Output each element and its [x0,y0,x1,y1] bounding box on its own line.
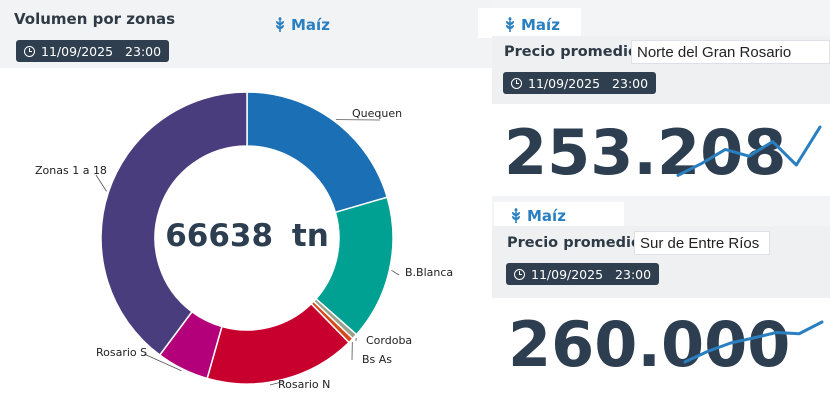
card2-label: Precio promedio [507,235,641,251]
date-badge: 11/09/2025 23:00 [16,40,170,62]
badge-date: 11/09/2025 [41,43,114,59]
donut-chart: Quequen B.Blanca Cordoba Bs As Rosario N Rosa… [35,91,453,391]
card2-crop-tag: Maíz [509,207,566,225]
card2-date-badge: 11/09/2025 23:00 [506,263,660,285]
center-unit: tn [292,218,329,254]
card2-time: 23:00 [615,266,652,282]
wheat-icon [512,208,520,223]
slice-label: B.Blanca [405,266,453,279]
card2-date: 11/09/2025 [531,266,604,282]
volume-title: Volumen por zonas [14,10,176,28]
clock-icon [511,77,522,89]
slice-zonas-1-a-18 [100,91,248,357]
sparkline-path [676,125,822,177]
card1-tab [478,8,581,38]
card1-body [492,104,830,196]
slice-label: Quequen [352,107,402,120]
card2-value: 260.000 [508,308,791,381]
card1-date: 11/09/2025 [528,75,601,91]
clock-icon [24,45,35,57]
card1-crop-label: Maíz [521,16,560,34]
leader-line [391,269,400,276]
card1-sparkline [676,125,822,177]
slice-label: Zonas 1 a 18 [35,164,107,177]
leader-line [95,174,107,192]
slice-label: Bs As [362,353,392,366]
wheat-icon [506,17,514,32]
leader-line [269,381,284,386]
center-value: 66638 [165,218,273,254]
card2-location: Sur de Entre Ríos [634,231,770,255]
sparkline-path [683,320,824,364]
slice-label: Cordoba [366,334,412,347]
card1-date-badge: 11/09/2025 23:00 [503,72,657,94]
slice-label: Rosario N [278,378,330,391]
crop-label: Maíz [291,16,330,34]
card2-sparkline [683,320,824,364]
card2-body [492,298,830,407]
center-total: 66638 tn [165,218,329,254]
crop-tag: Maíz [273,16,330,34]
card2-crop-label: Maíz [527,207,566,225]
card1-crop-tag: Maíz [503,16,560,34]
card1-label: Precio promedio [504,44,638,60]
card1-time: 23:00 [612,75,649,91]
clock-icon [514,268,525,280]
badge-time: 23:00 [125,43,162,59]
leader-line [143,353,182,372]
wheat-icon [276,17,284,32]
slice-label: Rosario S [96,346,147,359]
card1-location: Norte del Gran Rosario [631,40,830,64]
